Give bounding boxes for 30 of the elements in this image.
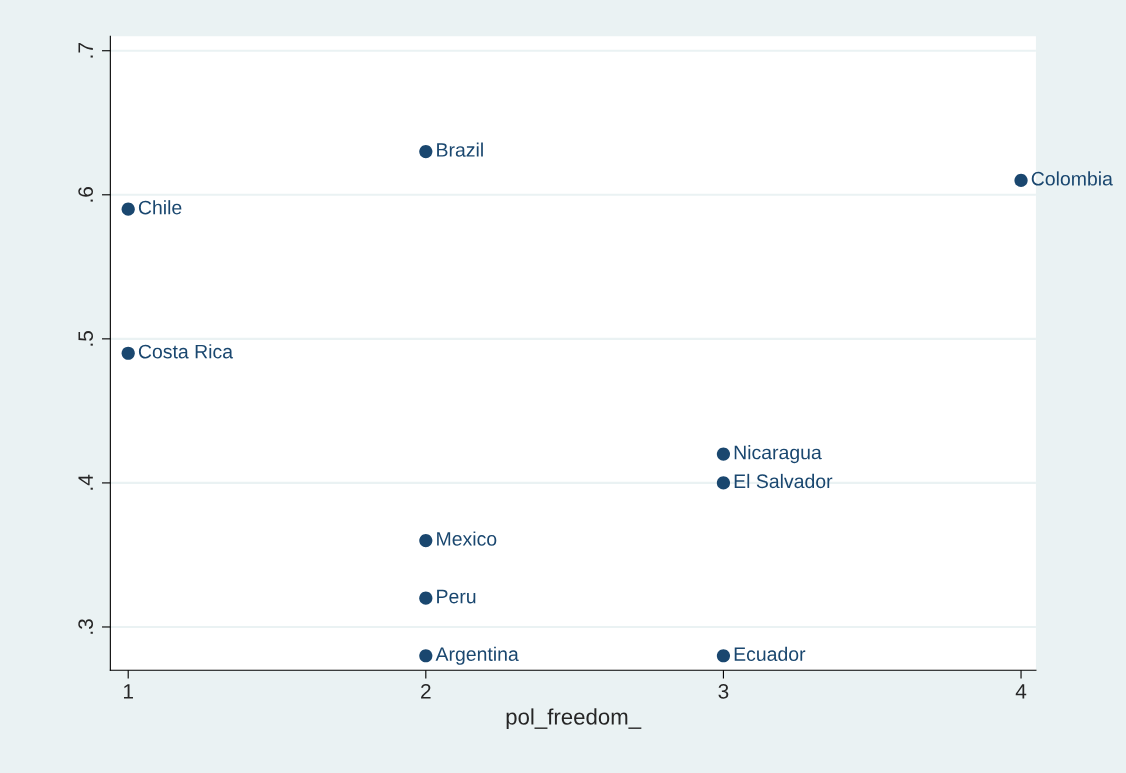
point bbox=[121, 346, 135, 360]
annotation: Costa Rica bbox=[138, 344, 234, 359]
point bbox=[121, 202, 135, 216]
annotation: Chile bbox=[138, 200, 182, 215]
annotation: Peru bbox=[437, 589, 476, 604]
point bbox=[419, 144, 433, 159]
annotation: Mexico bbox=[437, 531, 497, 546]
x-tick-label: 1 bbox=[124, 684, 133, 699]
point bbox=[419, 533, 433, 548]
x-tick-label: 2 bbox=[421, 683, 431, 699]
point bbox=[716, 649, 731, 663]
y-tick-label: .4 bbox=[78, 474, 93, 490]
x-tick-label: 3 bbox=[718, 683, 729, 699]
point bbox=[716, 476, 731, 490]
annotation: Argentina bbox=[435, 646, 519, 665]
annotation: El Salvador bbox=[734, 473, 833, 489]
x-tick-label: 4 bbox=[1015, 684, 1027, 699]
annotation: Ecuador bbox=[734, 646, 806, 661]
y-tick-label: .5 bbox=[78, 331, 94, 346]
point bbox=[716, 447, 731, 461]
point bbox=[419, 649, 433, 663]
point bbox=[1014, 173, 1028, 187]
annotation: Brazil bbox=[437, 142, 483, 157]
y-tick-label: .6 bbox=[78, 187, 94, 202]
annotation: Colombia bbox=[1031, 171, 1113, 186]
point bbox=[419, 591, 433, 605]
annotation: Nicaragua bbox=[734, 445, 822, 464]
y-tick-label: .3 bbox=[78, 619, 94, 634]
x-axis-title: pol_freedom_ bbox=[506, 708, 642, 730]
y-tick-label: .7 bbox=[78, 43, 93, 58]
